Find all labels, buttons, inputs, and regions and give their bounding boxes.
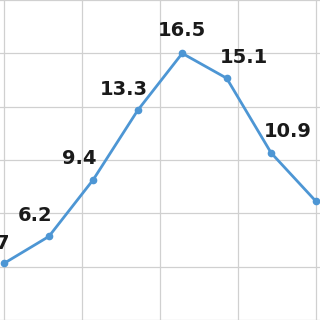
Text: 15.1: 15.1 — [220, 48, 268, 67]
Text: 16.5: 16.5 — [158, 21, 206, 40]
Text: 9.4: 9.4 — [62, 149, 96, 168]
Text: 4.7: 4.7 — [0, 234, 9, 253]
Text: 6.2: 6.2 — [18, 206, 53, 225]
Text: 13.3: 13.3 — [100, 80, 148, 99]
Text: 10.9: 10.9 — [264, 122, 312, 141]
